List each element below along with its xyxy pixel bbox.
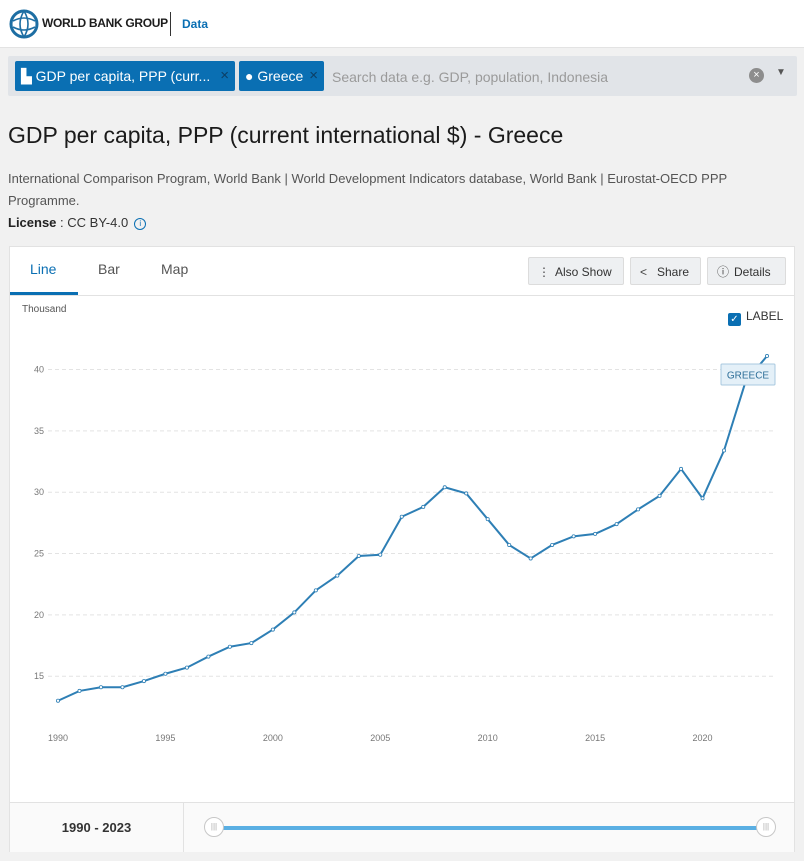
data-point <box>442 485 447 490</box>
x-tick-label: 1990 <box>48 733 68 743</box>
data-point <box>399 514 404 519</box>
data-point <box>184 665 189 670</box>
logo-text[interactable]: WORLD BANK GROUP <box>42 16 168 30</box>
data-point <box>765 354 770 359</box>
details-label: Details <box>734 265 771 279</box>
data-point <box>464 491 469 496</box>
data-point <box>593 531 598 536</box>
country-chip-label: Greece <box>257 68 304 84</box>
range-slider-end-handle[interactable]: ||| <box>756 817 776 837</box>
world-bank-globe-icon[interactable] <box>9 9 39 39</box>
year-range-text: 1990 - 2023 <box>10 803 184 852</box>
data-point <box>485 517 490 522</box>
y-tick-label: 30 <box>34 487 44 497</box>
data-point <box>227 644 232 649</box>
share-button[interactable]: < Share <box>630 257 701 285</box>
country-chip[interactable]: ● Greece × <box>239 61 324 91</box>
data-point <box>356 553 361 558</box>
data-point <box>292 610 297 615</box>
more-vertical-icon: ⋮ <box>538 265 550 279</box>
page-title: GDP per capita, PPP (current internation… <box>8 122 564 148</box>
remove-country-close-icon[interactable]: × <box>309 67 318 84</box>
also-show-button[interactable]: ⋮ Also Show <box>528 257 624 285</box>
label-checkbox-check-icon[interactable]: ✓ <box>728 313 741 326</box>
bar-chart-icon: ▙ <box>21 68 32 84</box>
range-footer: 1990 - 2023 ||| ||| <box>10 802 794 852</box>
data-point <box>141 679 146 684</box>
logo-divider <box>170 12 171 36</box>
search-bar: ▙ GDP per capita, PPP (curr... × ● Greec… <box>8 56 797 96</box>
data-point <box>614 522 619 527</box>
license-line: License : CC BY-4.0 i <box>8 215 147 230</box>
y-tick-label: 20 <box>34 610 44 620</box>
y-tick-label: 25 <box>34 549 44 559</box>
x-tick-label: 2000 <box>263 733 283 743</box>
data-point <box>56 698 61 703</box>
share-label: Share <box>657 265 690 279</box>
data-point <box>313 588 318 593</box>
data-point <box>507 542 512 547</box>
license-label: License <box>8 215 57 230</box>
tab-map[interactable]: Map <box>161 261 189 277</box>
x-tick-label: 2005 <box>370 733 390 743</box>
y-axis-unit-label: Thousand <box>22 304 67 315</box>
data-point <box>270 627 275 632</box>
data-point <box>528 556 533 561</box>
details-button[interactable]: ⓘ Details <box>707 257 786 285</box>
data-point <box>550 542 555 547</box>
source-text: International Comparison Program, World … <box>8 171 727 208</box>
tab-bar[interactable]: Bar <box>98 261 120 277</box>
x-tick-label: 2020 <box>693 733 713 743</box>
x-tick-label: 2010 <box>478 733 498 743</box>
y-tick-label: 35 <box>34 426 44 436</box>
data-point <box>378 552 383 557</box>
also-show-label: Also Show <box>555 265 612 279</box>
data-point <box>636 507 641 512</box>
search-input[interactable] <box>330 64 744 90</box>
line-chart: 15 20 25 30 35 40 1990 1995 2000 2005 2010 2015 2020… <box>34 354 776 743</box>
chart-panel: Line Bar Map ⋮ Also Show < Share ⓘ Detai… <box>9 246 795 852</box>
y-tick-label: 40 <box>34 365 44 375</box>
chevron-down-icon[interactable]: ▼ <box>776 67 786 78</box>
series-line-greece <box>57 355 768 702</box>
range-slider-start-handle[interactable]: ||| <box>204 817 224 837</box>
data-point <box>657 493 662 498</box>
top-bar: WORLD BANK GROUP Data <box>0 0 804 48</box>
data-point <box>98 685 103 690</box>
tab-line[interactable]: Line <box>30 261 57 277</box>
data-point <box>700 496 705 501</box>
section-link-data[interactable]: Data <box>182 17 209 31</box>
range-slider-track[interactable] <box>214 826 764 830</box>
data-point <box>571 534 576 539</box>
y-tick-label: 15 <box>34 671 44 681</box>
share-icon: < <box>640 265 648 279</box>
data-point <box>421 504 426 509</box>
data-point <box>249 641 254 646</box>
data-point <box>722 448 727 453</box>
info-circle-icon: ⓘ <box>717 265 730 279</box>
x-tick-label: 1995 <box>155 733 175 743</box>
series-label-greece: GREECE <box>727 371 770 382</box>
indicator-chip-label: GDP per capita, PPP (curr... <box>35 68 211 84</box>
data-point <box>120 685 125 690</box>
indicator-chip[interactable]: ▙ GDP per capita, PPP (curr... × <box>15 61 235 91</box>
x-tick-label: 2015 <box>585 733 605 743</box>
map-pin-icon: ● <box>245 68 254 84</box>
data-point <box>77 688 82 693</box>
license-value: : CC BY-4.0 <box>56 215 129 230</box>
data-point <box>679 466 684 471</box>
remove-indicator-close-icon[interactable]: × <box>220 67 229 84</box>
series-label-box <box>720 363 776 386</box>
data-point <box>206 654 211 659</box>
data-point <box>335 573 340 578</box>
clear-search-icon[interactable]: × <box>749 68 764 83</box>
data-point <box>163 671 168 676</box>
label-toggle-text: LABEL <box>746 309 784 323</box>
label-toggle[interactable]: ✓ LABEL <box>728 309 783 326</box>
info-icon[interactable]: i <box>134 218 147 230</box>
chart-tabs: Line Bar Map ⋮ Also Show < Share ⓘ Detai… <box>10 247 794 296</box>
active-tab-indicator <box>10 292 78 295</box>
